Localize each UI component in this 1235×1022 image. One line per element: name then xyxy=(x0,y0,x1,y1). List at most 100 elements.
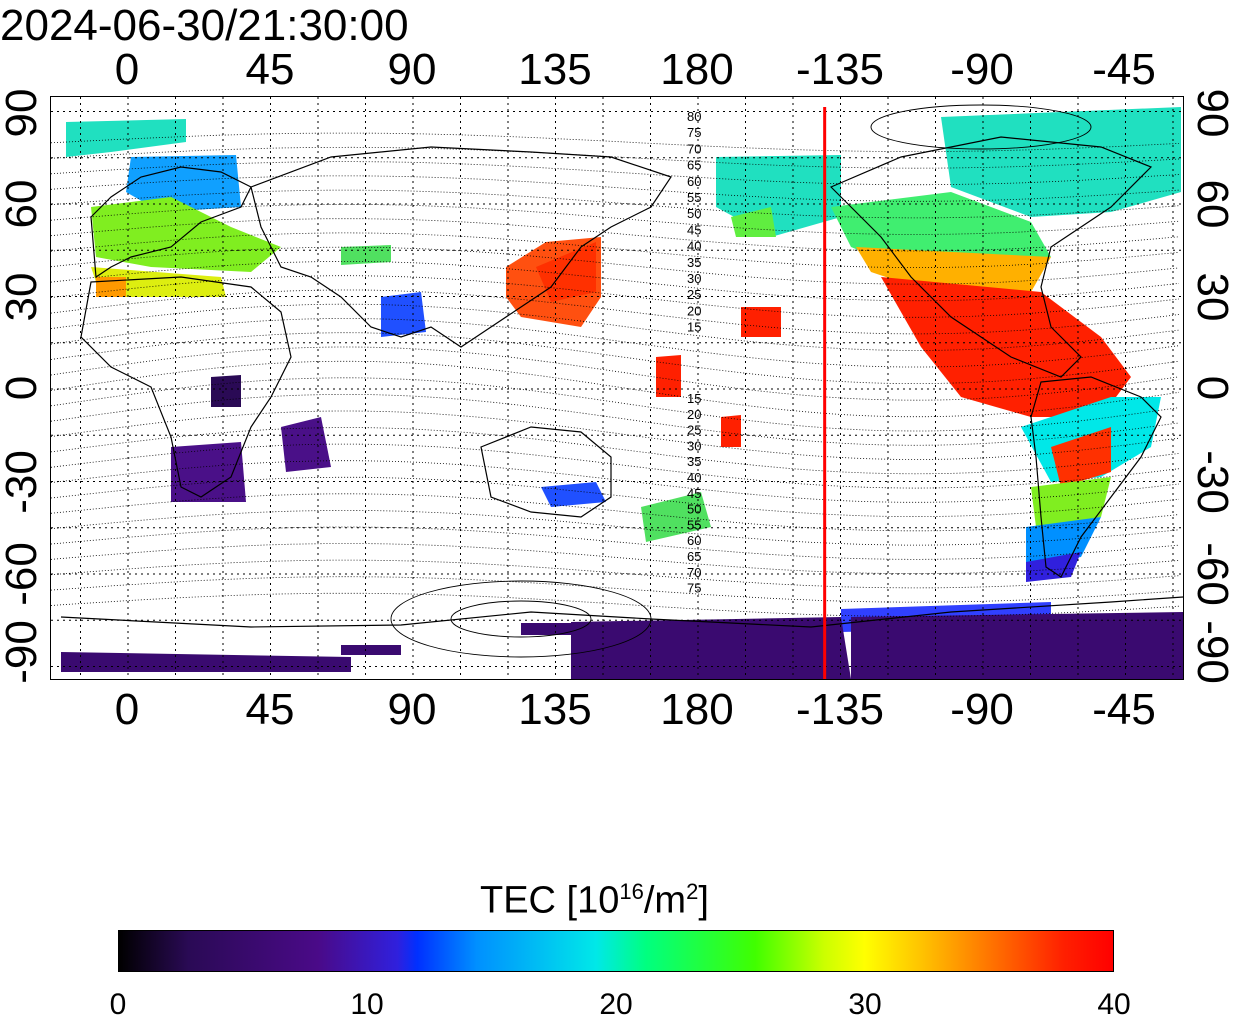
contour-label: 35 xyxy=(687,454,701,469)
mag-lat-contour xyxy=(51,303,1180,351)
tec-region xyxy=(851,612,1183,679)
tec-region xyxy=(571,617,851,679)
mag-lat-contour xyxy=(51,189,1180,219)
contour-label: 80 xyxy=(687,109,701,124)
mag-lat-contour xyxy=(51,410,1180,460)
right-lat-label: 0 xyxy=(1188,375,1235,401)
right-lat-label: -90 xyxy=(1188,620,1235,684)
tec-region xyxy=(656,355,681,397)
colorbar-title-exponent2: 2 xyxy=(686,879,699,904)
tec-region xyxy=(126,155,241,212)
contour-label: 40 xyxy=(687,239,701,254)
contour-label: 55 xyxy=(687,190,701,205)
colorbar-tick: 0 xyxy=(109,988,127,1021)
contour-label: 55 xyxy=(687,517,701,532)
mag-lat-contour xyxy=(51,476,1180,518)
mag-lat-contour xyxy=(51,332,1180,384)
mag-lat-contour xyxy=(51,460,1180,503)
mag-lat-contour xyxy=(51,559,1180,589)
contour-label: 45 xyxy=(687,486,701,501)
tec-region xyxy=(881,277,1131,417)
mag-lat-contour xyxy=(51,161,1180,186)
contour-label: 20 xyxy=(687,303,701,318)
contour-label: 25 xyxy=(687,423,701,438)
contour-label: 60 xyxy=(687,174,701,189)
bottom-lon-label: 0 xyxy=(114,685,140,734)
contour-label: 75 xyxy=(687,125,701,140)
coastline-africa xyxy=(80,276,292,498)
contour-ellipse xyxy=(390,580,652,658)
contour-ellipse xyxy=(450,600,592,638)
mag-lat-contour xyxy=(51,146,1180,169)
mag-lat-contour xyxy=(51,377,1180,432)
tec-region xyxy=(171,442,246,502)
contour-label: 75 xyxy=(687,581,701,596)
bottom-lon-label: 45 xyxy=(245,685,295,734)
mag-lat-contour xyxy=(51,576,1180,603)
top-lon-label: -45 xyxy=(1092,45,1156,94)
bottom-lon-label: 135 xyxy=(518,685,592,734)
tec-region xyxy=(941,107,1181,217)
mag-lat-contour xyxy=(51,493,1180,532)
left-lat-label: 60 xyxy=(0,179,46,229)
tec-region xyxy=(96,277,126,297)
contour-label: 70 xyxy=(687,565,701,580)
right-lat-label: -60 xyxy=(1188,542,1235,606)
mag-lat-contour xyxy=(51,289,1180,335)
right-lat-label: 90 xyxy=(1188,88,1235,138)
tec-region xyxy=(521,623,571,635)
left-lat-label: 0 xyxy=(0,375,46,401)
contour-label: 20 xyxy=(687,407,701,422)
colorbar-title-exponent: 16 xyxy=(619,879,644,904)
bottom-lon-label: -45 xyxy=(1092,685,1156,734)
tec-region xyxy=(211,375,241,407)
tec-map: 80 75 70 65 60 55 50 45 40 35 30 25 20 15 15 20 25 30 35 40… xyxy=(50,96,1184,680)
top-lon-label: 0 xyxy=(114,45,140,94)
top-lon-label: 135 xyxy=(518,45,592,94)
mag-lat-contour xyxy=(51,346,1180,401)
tec-region xyxy=(721,415,741,447)
top-lon-label: -135 xyxy=(795,45,885,94)
map-timestamp: 2024-06-30/21:30:00 xyxy=(0,1,409,50)
mag-lat-contour xyxy=(51,543,1180,574)
mag-lat-contour xyxy=(51,592,1180,617)
mag-lat-contour xyxy=(51,443,1180,489)
mag-lat-contours xyxy=(390,104,1092,658)
top-lon-label: 90 xyxy=(387,45,437,94)
tec-region xyxy=(1031,477,1111,527)
left-lat-label: 30 xyxy=(0,272,46,322)
tec-region xyxy=(61,652,351,672)
bottom-lon-label: -135 xyxy=(795,685,885,734)
coastlines xyxy=(60,136,1183,628)
mag-lat-contour xyxy=(51,318,1180,368)
right-lat-label: 30 xyxy=(1188,272,1235,322)
map-grid xyxy=(51,97,1183,679)
contour-label: 40 xyxy=(687,470,701,485)
contour-label: 60 xyxy=(687,533,701,548)
colorbar-tick: 10 xyxy=(350,988,384,1021)
bottom-lon-label: 180 xyxy=(660,685,734,734)
tec-region xyxy=(731,207,776,237)
top-lon-label: 180 xyxy=(660,45,734,94)
contour-label: 45 xyxy=(687,222,701,237)
top-lon-label: 45 xyxy=(245,45,295,94)
contour-label: 15 xyxy=(687,320,701,335)
tec-data-layer xyxy=(61,107,1183,679)
mag-lat-contour xyxy=(51,204,1180,235)
mag-lat-contour xyxy=(51,246,1180,285)
contour-lines xyxy=(51,132,1180,617)
tec-region xyxy=(381,292,426,337)
mag-lat-contour xyxy=(51,427,1180,475)
bottom-lon-label: -90 xyxy=(950,685,1014,734)
bottom-lon-label: 90 xyxy=(387,685,437,734)
tec-region xyxy=(1051,427,1111,487)
colorbar-tick: 20 xyxy=(599,988,633,1021)
contour-label: 50 xyxy=(687,502,701,517)
tec-region xyxy=(741,307,781,337)
contour-label: 15 xyxy=(687,391,701,406)
top-lon-label: -90 xyxy=(950,45,1014,94)
tec-region xyxy=(341,645,401,655)
mag-lat-contour xyxy=(51,275,1180,318)
colorbar-title: TEC [1016/m2] xyxy=(480,868,709,925)
tec-region xyxy=(1026,552,1081,582)
